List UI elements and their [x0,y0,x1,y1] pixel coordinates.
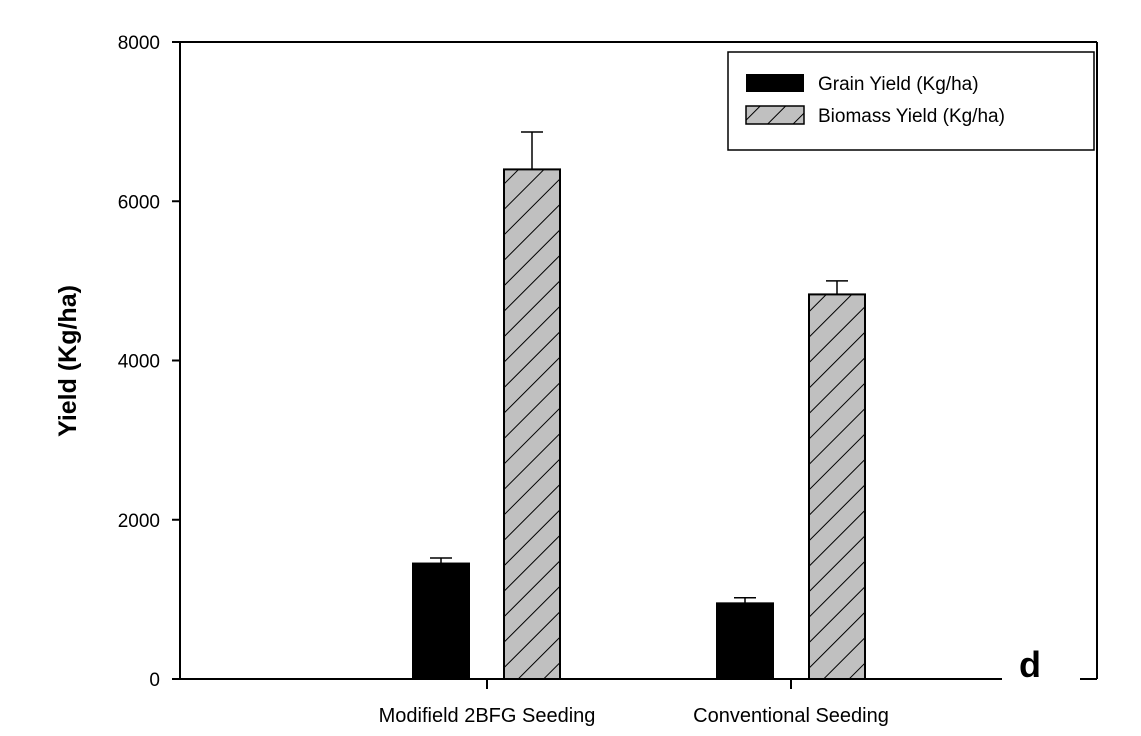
legend-label-grain: Grain Yield (Kg/ha) [818,74,979,95]
bar-biomass-1 [503,168,561,680]
y-tick-label-3: 6000 [118,192,160,213]
x-tick-label-2: Conventional Seeding [693,705,889,727]
y-tick-label-2: 4000 [118,352,160,373]
x-tick-label-1: Modifield 2BFG Seeding [379,705,596,727]
y-tick-label-1: 2000 [118,511,160,532]
bar-grain-1 [412,562,470,681]
legend-swatch-grain [746,74,804,92]
panel-label: d [1019,644,1041,685]
y-tick-label-0: 0 [149,670,160,691]
legend: Grain Yield (Kg/ha) Biomass Yield (Kg/ha… [727,51,1095,151]
legend-swatch-biomass [745,105,805,125]
y-tick-label-4: 8000 [118,33,160,54]
legend-box [727,51,1095,151]
bar-biomass-2 [808,293,866,680]
legend-label-biomass: Biomass Yield (Kg/ha) [818,106,1005,127]
y-axis-title: Yield (Kg/ha) [54,285,82,437]
bar-grain-2 [716,602,774,681]
